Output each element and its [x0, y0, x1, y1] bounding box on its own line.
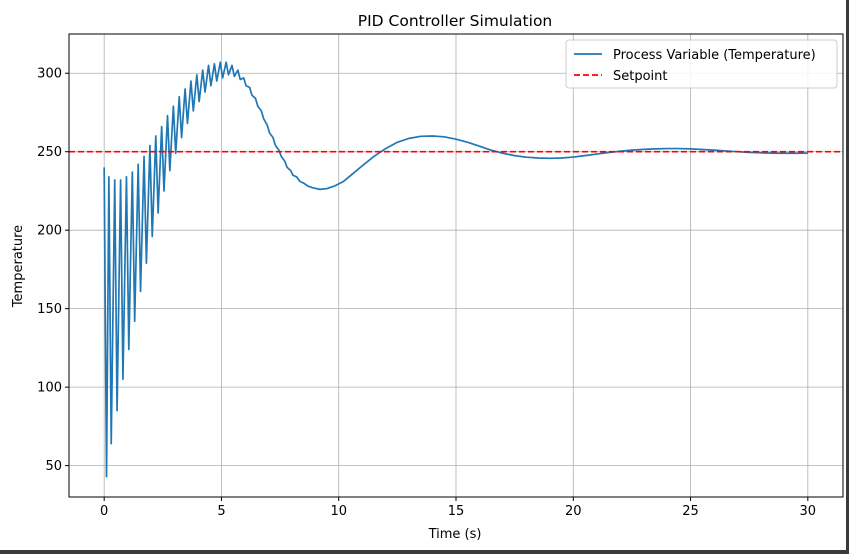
x-tick-label: 15 — [448, 504, 465, 519]
x-tick-label: 20 — [565, 504, 582, 519]
x-tick-label: 0 — [100, 504, 108, 519]
legend-box — [565, 39, 838, 89]
legend-label-setpoint: Setpoint — [613, 69, 668, 84]
x-tick-label: 10 — [330, 504, 347, 519]
y-axis-label: Temperature — [11, 225, 26, 308]
series-line-process-variable — [103, 61, 808, 478]
x-tick-label: 25 — [682, 504, 699, 519]
legend-label-process-variable: Process Variable (Temperature) — [613, 48, 816, 63]
plot-lines — [69, 61, 843, 478]
x-axis-ticks: 0 5 10 15 20 25 30 — [100, 497, 816, 519]
y-tick-label: 200 — [37, 224, 62, 239]
y-tick-label: 150 — [37, 302, 62, 317]
grid-lines — [69, 34, 843, 497]
legend: Process Variable (Temperature) Setpoint — [565, 39, 838, 89]
chart-title: PID Controller Simulation — [358, 12, 553, 30]
y-tick-label: 250 — [37, 145, 62, 160]
y-tick-label: 300 — [37, 67, 62, 82]
y-axis-ticks: 50 100 150 200 250 300 — [37, 67, 69, 474]
y-tick-label: 50 — [45, 459, 62, 474]
x-axis-label: Time (s) — [428, 527, 482, 542]
y-tick-label: 100 — [37, 381, 62, 396]
x-tick-label: 30 — [800, 504, 817, 519]
x-tick-label: 5 — [217, 504, 225, 519]
